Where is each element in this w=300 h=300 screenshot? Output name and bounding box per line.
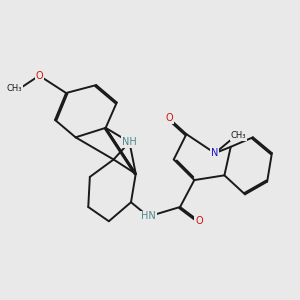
Text: CH₃: CH₃ <box>231 131 246 140</box>
Text: NH: NH <box>122 137 137 147</box>
Text: HN: HN <box>141 212 156 221</box>
Text: O: O <box>35 70 43 81</box>
Text: O: O <box>165 113 173 123</box>
Text: N: N <box>211 148 219 158</box>
Text: O: O <box>195 216 203 226</box>
Text: CH₃: CH₃ <box>7 84 22 93</box>
